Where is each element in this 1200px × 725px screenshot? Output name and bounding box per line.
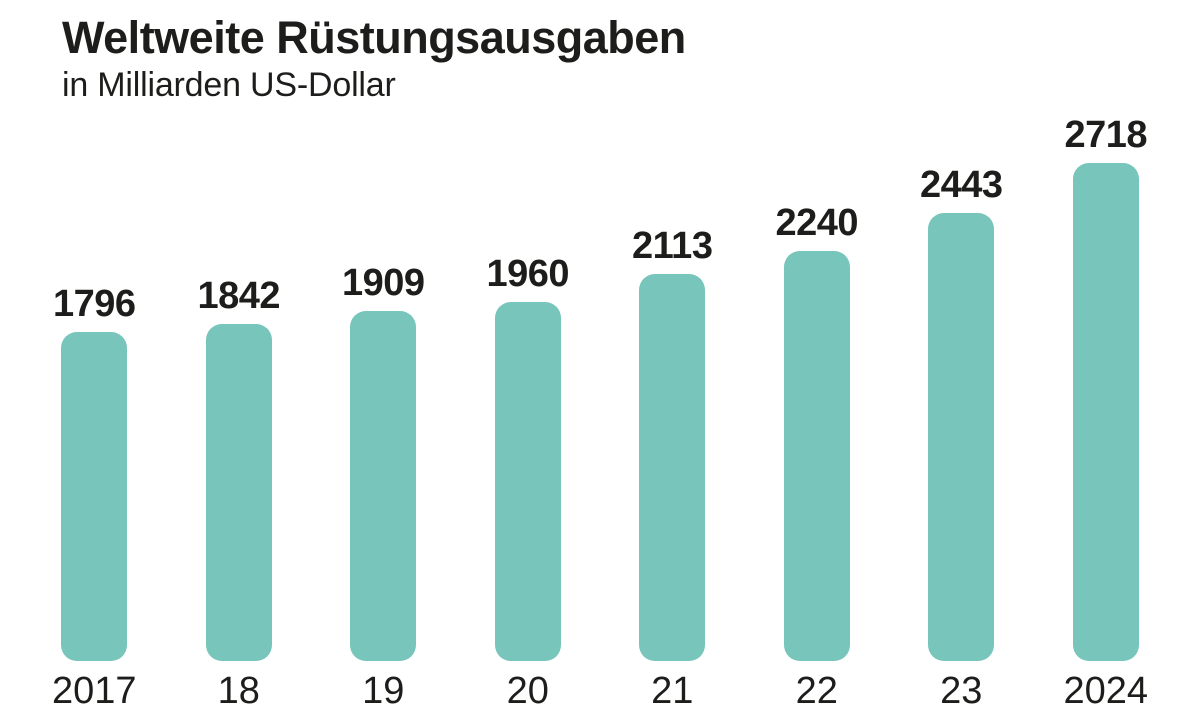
bar <box>928 213 995 661</box>
bar-column: 2240 22 <box>745 0 890 725</box>
bar <box>639 274 706 661</box>
x-axis-label: 23 <box>940 670 983 712</box>
bar-value-label: 2113 <box>632 225 713 267</box>
chart-subtitle: in Milliarden US-Dollar <box>62 66 396 105</box>
bar-column: 1909 19 <box>311 0 456 725</box>
bar-column: 2113 21 <box>600 0 745 725</box>
chart-header: Weltweite Rüstungsausgaben in Milliarden… <box>62 14 686 104</box>
x-axis-label: 2024 <box>1063 670 1149 712</box>
bar-column: 1960 20 <box>456 0 601 725</box>
bar <box>350 311 417 661</box>
bar <box>1072 163 1139 661</box>
x-axis-label: 21 <box>651 670 694 712</box>
bar-column: 2443 23 <box>889 0 1034 725</box>
bar-chart: 1796 2017 1842 18 1909 19 1960 20 2113 21 2240 22 24… <box>22 0 1178 725</box>
bar-column: 1842 18 <box>167 0 312 725</box>
bar-column: 1796 2017 <box>22 0 167 725</box>
x-axis-label: 20 <box>506 670 549 712</box>
bar-value-label: 1960 <box>486 253 570 295</box>
x-axis-label: 18 <box>217 670 260 712</box>
bar-value-label: 2240 <box>775 202 859 244</box>
x-axis-label: 19 <box>362 670 405 712</box>
bar <box>783 251 850 661</box>
bar-value-label: 1842 <box>197 275 281 317</box>
bar-value-label: 2718 <box>1064 114 1148 156</box>
x-axis-label: 22 <box>795 670 838 712</box>
x-axis-label: 2017 <box>51 670 137 712</box>
bar <box>205 324 272 661</box>
bar <box>61 332 128 661</box>
bar-value-label: 1796 <box>52 283 136 325</box>
bar <box>494 302 561 661</box>
bar-column: 2718 2024 <box>1034 0 1179 725</box>
bar-value-label: 2443 <box>919 164 1003 206</box>
bar-value-label: 1909 <box>341 262 425 304</box>
chart-title: Weltweite Rüstungsausgaben <box>62 12 686 63</box>
